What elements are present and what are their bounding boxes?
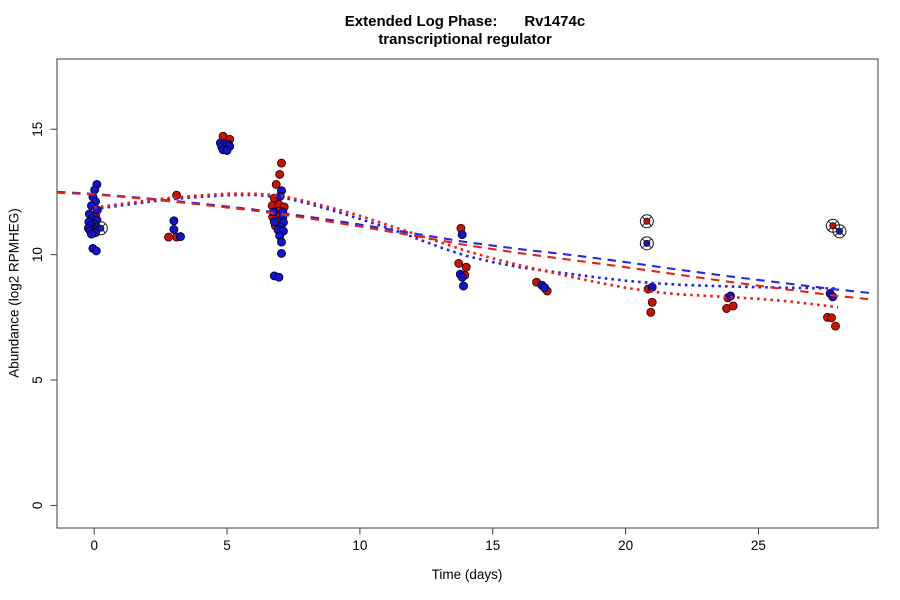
data-point-blue	[87, 201, 96, 211]
y-tick-label: 0	[30, 502, 45, 510]
y-tick-label: 15	[30, 122, 45, 137]
chart-title-gene: Rv1474c	[524, 13, 586, 30]
circled-point-ring	[639, 214, 654, 229]
data-point-blue	[540, 283, 550, 293]
trend-line-dotted-blue	[94, 193, 839, 290]
circled-point-dot	[643, 217, 651, 225]
y-axis-label: Abundance (log2 RPMHEG)	[6, 208, 22, 378]
x-axis-label: Time (days)	[431, 567, 503, 582]
data-point-blue	[457, 272, 467, 282]
data-point-red	[164, 232, 174, 242]
x-tick-label: 10	[352, 538, 367, 553]
data-point-blue	[91, 246, 101, 256]
data-point-blue	[87, 229, 96, 239]
circled-point-dot	[835, 227, 843, 235]
data-point-red	[646, 307, 656, 317]
data-point-red	[461, 262, 471, 272]
circled-point-ring	[832, 224, 847, 239]
data-point-blue	[169, 216, 179, 226]
circled-point-dot	[97, 224, 105, 232]
data-point-red	[275, 169, 285, 179]
trend-line-dotted-red	[94, 192, 839, 309]
y-tick-label: 10	[30, 247, 45, 262]
data-point-blue	[459, 281, 468, 291]
data-point-red	[647, 297, 657, 307]
data-point-red	[827, 313, 836, 323]
data-point-blue	[169, 225, 179, 234]
data-point-blue	[457, 230, 467, 240]
data-point-red	[454, 258, 464, 268]
data-point-blue	[277, 237, 286, 247]
data-point-blue	[269, 217, 279, 227]
data-point-red	[728, 301, 738, 311]
data-point-blue	[828, 292, 838, 302]
data-point-blue	[274, 272, 284, 282]
y-tick-label: 5	[30, 376, 45, 384]
x-tick-label: 15	[485, 538, 500, 553]
data-point-blue	[222, 146, 232, 155]
circled-point-ring	[93, 221, 108, 236]
x-tick-label: 25	[751, 538, 766, 553]
data-point-red	[831, 321, 840, 331]
chart-title: Extended Log Phase: Rv1474c	[0, 12, 900, 31]
plot-box	[56, 58, 879, 529]
trend-line-dashed-red	[56, 191, 871, 301]
circled-point-ring	[639, 236, 654, 251]
circled-point-dot	[643, 239, 651, 247]
x-tick-label: 20	[618, 538, 633, 553]
data-point-blue	[277, 248, 286, 258]
data-point-blue	[176, 232, 185, 242]
x-tick-label: 5	[223, 538, 231, 553]
circled-point-dot	[829, 222, 837, 230]
chart-title-prefix: Extended Log Phase:	[344, 13, 498, 30]
data-point-red	[271, 179, 281, 189]
data-point-blue	[647, 282, 657, 292]
x-tick-label: 0	[90, 538, 98, 553]
chart-subtitle: transcriptional regulator	[378, 31, 552, 48]
data-point-red	[277, 158, 286, 168]
